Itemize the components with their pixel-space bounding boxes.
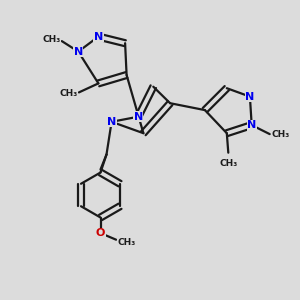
Text: CH₃: CH₃ [59,89,77,98]
Text: N: N [245,92,254,102]
Text: N: N [134,112,143,122]
Text: N: N [74,46,83,57]
Text: N: N [247,120,256,130]
Text: O: O [96,228,105,238]
Text: CH₃: CH₃ [118,238,136,247]
Text: CH₃: CH₃ [219,159,237,168]
Text: N: N [107,117,116,127]
Text: CH₃: CH₃ [42,35,60,44]
Text: N: N [94,32,103,42]
Text: CH₃: CH₃ [271,130,289,139]
